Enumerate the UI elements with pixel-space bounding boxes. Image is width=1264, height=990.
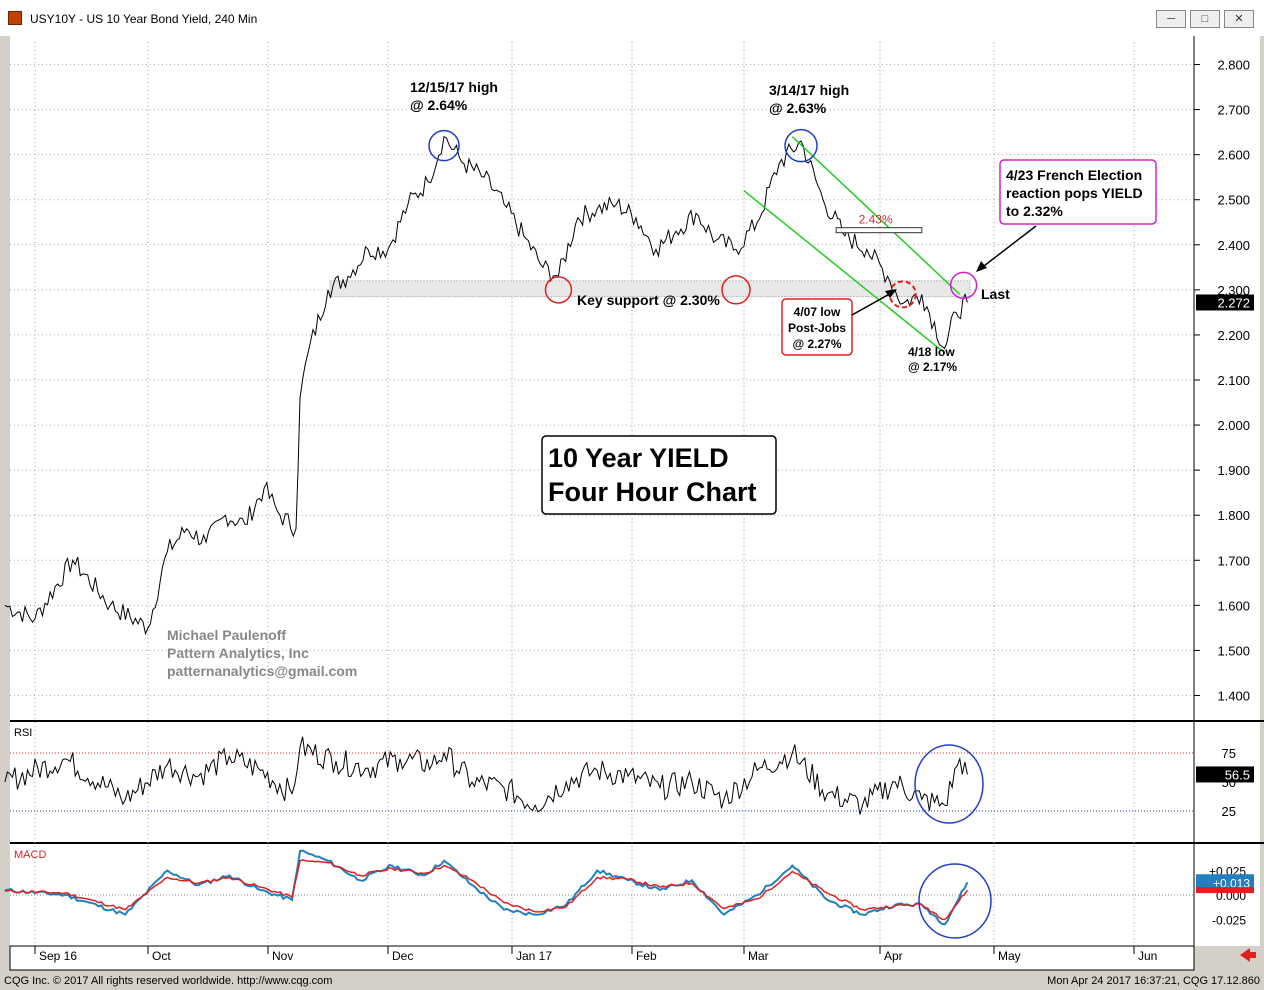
rsi-series-line	[4, 736, 968, 815]
x-tick-label: Apr	[884, 949, 903, 963]
election-arrowhead	[976, 261, 987, 272]
y-tick-label: 2.500	[1217, 193, 1250, 208]
macd-last-value: +0.013	[1213, 876, 1250, 890]
y-tick-label: 2.600	[1217, 148, 1250, 163]
last-price-value: 2.272	[1217, 295, 1250, 310]
rsi-panel-title: RSI	[14, 727, 32, 739]
channel-lower-line	[743, 190, 946, 354]
low-407-box	[781, 298, 853, 356]
macd-last-tag	[1196, 874, 1254, 891]
x-tick-label: Sep 16	[39, 949, 77, 963]
y-tick-label: 1.500	[1217, 643, 1250, 658]
election-label: to 2.32%	[1006, 203, 1063, 219]
price-series-line	[4, 135, 968, 636]
close-button[interactable]: ✕	[1224, 10, 1254, 28]
low-418-label: @ 2.17%	[908, 360, 957, 374]
price-axis-panel	[1194, 36, 1260, 946]
macd-panel-title: MACD	[14, 849, 46, 861]
high-mar-label: 3/14/17 high	[769, 82, 849, 98]
election-arrow	[979, 225, 1037, 270]
copyright-text: CQG Inc. © 2017 All rights reserved worl…	[4, 975, 333, 987]
x-tick-label: Dec	[392, 949, 413, 963]
watermark-text: patternanalytics@gmail.com	[167, 663, 357, 679]
x-tick-label: Mar	[748, 949, 769, 963]
title-bar: USY10Y - US 10 Year Bond Yield, 240 Min …	[0, 0, 1264, 36]
time-axis-bar	[9, 945, 1195, 971]
low-407-label: Post-Jobs	[788, 321, 846, 335]
watermark-text: Michael Paulenoff	[167, 627, 286, 643]
last-label: Last	[981, 286, 1010, 302]
x-tick-label: Oct	[152, 949, 171, 963]
y-tick-label: 1.800	[1217, 508, 1250, 523]
x-tick-label: Nov	[272, 949, 293, 963]
timestamp-text: Mon Apr 24 2017 16:37:21, CQG 17.12.860	[1047, 975, 1260, 987]
chart-title-line: 10 Year YIELD	[548, 443, 729, 473]
window-title: USY10Y - US 10 Year Bond Yield, 240 Min	[30, 12, 258, 26]
macd-line	[4, 849, 969, 926]
rsi-last-value: 56.5	[1225, 767, 1250, 782]
election-circle	[949, 271, 978, 300]
y-tick-label: 2.300	[1217, 283, 1250, 298]
key-support-zone	[329, 280, 971, 298]
status-footer: CQG Inc. © 2017 All rights reserved worl…	[0, 972, 1264, 990]
y-tick-label: 1.400	[1217, 688, 1250, 703]
resistance-label: 2.43%	[859, 213, 893, 227]
y-tick-label: 2.400	[1217, 238, 1250, 253]
election-label: reaction pops YIELD	[1006, 185, 1143, 201]
low-407-label: 4/07 low	[794, 305, 841, 319]
y-tick-label: 2.700	[1217, 103, 1250, 118]
high-circle-dec	[428, 129, 460, 162]
scroll-left-icon	[1240, 948, 1256, 962]
macd-tick-label: -0.025	[1212, 914, 1246, 928]
channel-upper-line	[791, 136, 961, 295]
rsi-last-tag	[1196, 766, 1254, 783]
x-tick-label: May	[998, 949, 1021, 963]
support-circle-jan	[544, 276, 573, 304]
y-tick-label: 2.100	[1217, 373, 1250, 388]
chart-title-line: Four Hour Chart	[548, 477, 757, 507]
x-tick-label: Feb	[636, 949, 657, 963]
high-circle-mar	[784, 128, 818, 163]
low-407-arrowhead	[885, 289, 897, 298]
support-circle-feb	[721, 275, 751, 305]
y-tick-label: 2.200	[1217, 328, 1250, 343]
x-tick-label: Jan 17	[516, 949, 552, 963]
election-box	[999, 159, 1157, 225]
last-price-tag	[1196, 294, 1254, 311]
rsi-circle	[914, 744, 984, 824]
y-tick-label: 1.600	[1217, 598, 1250, 613]
macd-signal-tag	[1196, 887, 1254, 894]
macd-circle	[918, 863, 992, 939]
high-mar-label: @ 2.63%	[769, 100, 827, 116]
y-tick-label: 1.700	[1217, 553, 1250, 568]
app-icon	[8, 11, 22, 25]
maximize-button[interactable]: □	[1190, 10, 1220, 28]
chart-title-box	[541, 435, 777, 515]
support-label: Key support @ 2.30%	[577, 292, 720, 308]
minimize-button[interactable]: ─	[1156, 10, 1186, 28]
election-label: 4/23 French Election	[1006, 167, 1142, 183]
macd-signal-line	[4, 859, 969, 921]
high-dec-label: @ 2.64%	[410, 97, 468, 113]
y-tick-label: 1.900	[1217, 463, 1250, 478]
resistance-bar	[835, 227, 923, 234]
low-407-arrow	[851, 290, 896, 316]
rsi-tick-label: 25	[1222, 804, 1236, 819]
low-418-label: 4/18 low	[908, 345, 955, 359]
y-tick-label: 2.800	[1217, 58, 1250, 73]
rsi-tick-label: 75	[1222, 746, 1236, 761]
y-tick-label: 2.000	[1217, 418, 1250, 433]
high-dec-label: 12/15/17 high	[410, 79, 498, 95]
watermark-text: Pattern Analytics, Inc	[167, 645, 309, 661]
x-tick-label: Jun	[1138, 949, 1157, 963]
low-407-label: @ 2.27%	[792, 337, 841, 351]
